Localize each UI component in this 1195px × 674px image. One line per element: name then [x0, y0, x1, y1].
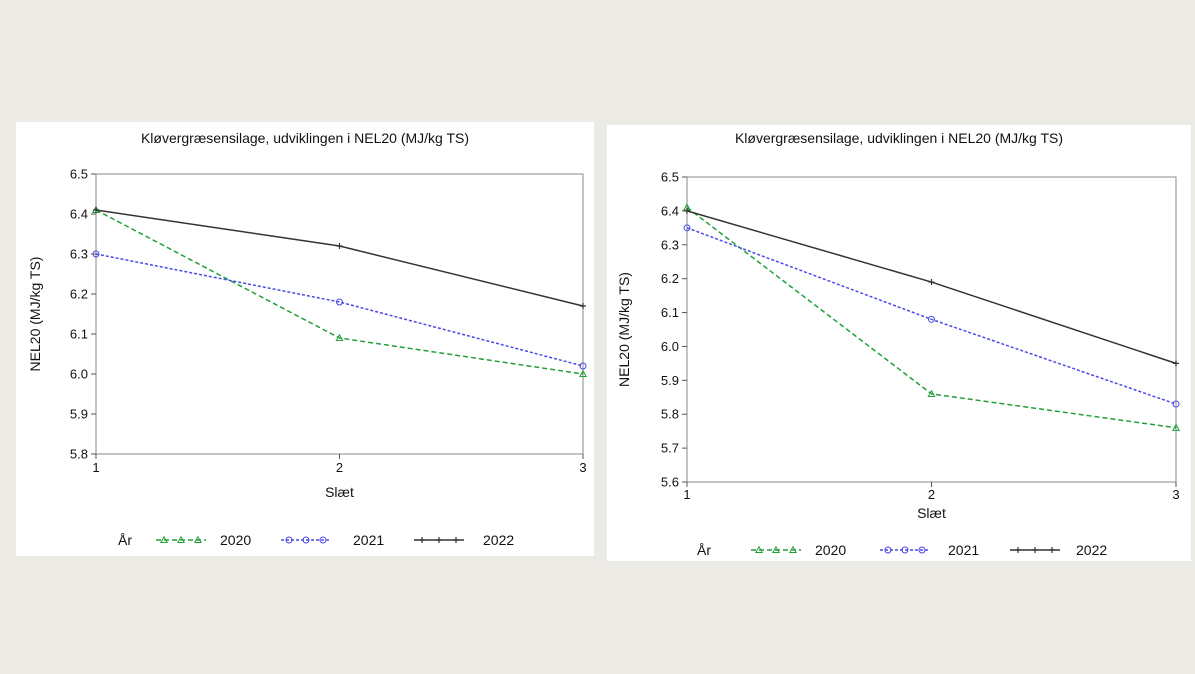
y-tick-label: 5.8 — [661, 407, 679, 422]
data-point-2020 — [927, 389, 936, 397]
legend-marker-2022 — [1049, 547, 1055, 553]
y-tick-label: 6.0 — [661, 339, 679, 354]
legend-marker-2021 — [884, 546, 892, 554]
y-tick-label: 6.1 — [661, 305, 679, 320]
y-tick-label: 6.2 — [70, 287, 88, 302]
data-point-2022 — [928, 279, 935, 286]
y-tick-label: 5.9 — [70, 407, 88, 422]
y-tick-label: 6.0 — [70, 367, 88, 382]
x-tick-label: 2 — [928, 487, 935, 502]
series-line-2022 — [95, 209, 584, 307]
legend-marker-2022 — [419, 537, 425, 543]
data-point-2022 — [336, 243, 343, 249]
chart-panel-left: Kløvergræsensilage, udviklingen i NEL20 … — [16, 122, 594, 556]
series-line-2022 — [686, 210, 1177, 365]
y-tick-label: 5.6 — [661, 475, 679, 490]
series-line-2020 — [686, 206, 1177, 429]
y-tick-label: 5.7 — [661, 441, 679, 456]
data-point-2022 — [684, 207, 690, 214]
legend-marker-2020 — [176, 535, 186, 544]
legend-marker-2021 — [901, 546, 909, 554]
x-tick-label: 1 — [683, 487, 690, 502]
y-tick-label: 6.5 — [70, 167, 88, 182]
y-tick-label: 6.2 — [661, 271, 679, 286]
legend-marker-2021 — [285, 536, 293, 544]
x-axis-label: Slæt — [917, 505, 946, 521]
y-tick-label: 6.5 — [661, 170, 679, 185]
legend-marker-2021 — [918, 546, 926, 554]
legend-label-2021: 2021 — [353, 532, 384, 548]
legend-marker-2022 — [436, 537, 442, 543]
legend-marker-2021 — [302, 536, 310, 544]
data-point-2021 — [1172, 400, 1180, 408]
x-tick-label: 3 — [1172, 487, 1179, 502]
nel20-chart-left: Kløvergræsensilage, udviklingen i NEL20 … — [27, 130, 588, 548]
legend-label-2022: 2022 — [483, 532, 514, 548]
x-tick-label: 2 — [336, 460, 343, 475]
y-tick-label: 6.4 — [70, 207, 88, 222]
data-point-2022 — [93, 207, 99, 213]
legend-marker-2020 — [159, 535, 169, 544]
data-point-2022 — [1173, 360, 1179, 367]
legend-marker-2020 — [193, 535, 203, 544]
y-tick-label: 5.8 — [70, 447, 88, 462]
legend-label-2022: 2022 — [1076, 542, 1107, 558]
data-point-2021 — [92, 250, 100, 258]
chart-title: Kløvergræsensilage, udviklingen i NEL20 … — [735, 130, 1063, 146]
x-tick-label: 3 — [579, 460, 586, 475]
plot-frame — [686, 176, 1177, 483]
legend-marker-2022 — [453, 537, 459, 543]
y-tick-label: 6.4 — [661, 203, 679, 218]
x-tick-label: 1 — [92, 460, 99, 475]
data-point-2020 — [1171, 423, 1181, 431]
legend-marker-2022 — [1015, 547, 1021, 553]
data-point-2021 — [928, 315, 935, 323]
series-line-2021 — [95, 253, 584, 367]
y-tick-label: 6.3 — [661, 237, 679, 252]
plot-frame — [95, 173, 584, 455]
legend-label-2020: 2020 — [815, 542, 846, 558]
data-point-2021 — [336, 298, 343, 306]
legend-label-2021: 2021 — [948, 542, 979, 558]
legend-marker-2021 — [319, 536, 327, 544]
legend-marker-2020 — [771, 545, 781, 554]
legend-marker-2022 — [1032, 547, 1038, 553]
chart-panel-right: Kløvergræsensilage, udviklingen i NEL20 … — [607, 125, 1191, 561]
x-axis-label: Slæt — [325, 484, 354, 500]
y-axis-label: NEL20 (MJ/kg TS) — [27, 257, 43, 372]
nel20-chart-right: Kløvergræsensilage, udviklingen i NEL20 … — [616, 130, 1181, 558]
data-point-2022 — [580, 303, 586, 309]
legend-marker-2020 — [754, 545, 764, 554]
data-point-2021 — [683, 224, 691, 232]
legend-title: År — [697, 542, 711, 558]
series-line-2020 — [95, 209, 584, 375]
data-point-2020 — [335, 333, 344, 342]
data-point-2020 — [578, 369, 588, 378]
legend-title: År — [118, 532, 132, 548]
legend-label-2020: 2020 — [220, 532, 251, 548]
y-axis-label: NEL20 (MJ/kg TS) — [616, 272, 632, 387]
series-line-2021 — [686, 227, 1177, 405]
data-point-2021 — [579, 362, 587, 370]
y-tick-label: 5.9 — [661, 373, 679, 388]
y-tick-label: 6.3 — [70, 247, 88, 262]
y-tick-label: 6.1 — [70, 327, 88, 342]
chart-title: Kløvergræsensilage, udviklingen i NEL20 … — [141, 130, 469, 146]
legend-marker-2020 — [788, 545, 798, 554]
